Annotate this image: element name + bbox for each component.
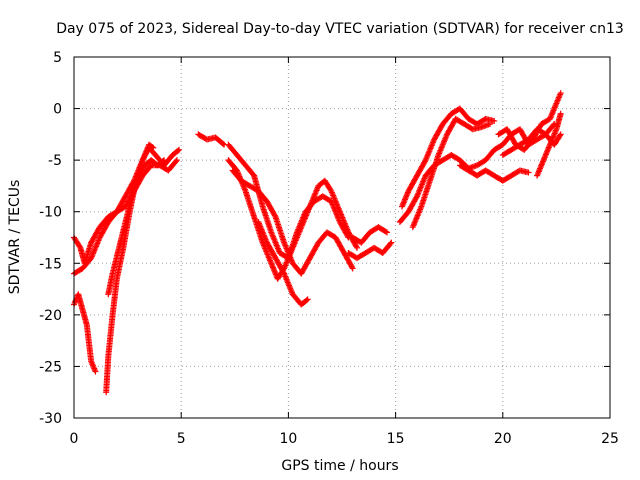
data-point — [220, 140, 227, 147]
y-tick-labels: -30 -25 -20 -15 -10 -5 0 5 — [39, 50, 62, 427]
data-point — [354, 244, 361, 251]
x-tick-label: 5 — [177, 431, 186, 447]
series-track-13 — [399, 105, 498, 210]
data-point — [349, 265, 356, 272]
data-points — [71, 90, 564, 396]
series-track-9 — [229, 167, 356, 277]
x-tick-label: 0 — [70, 431, 79, 447]
series-track-19 — [534, 110, 564, 179]
data-point — [387, 240, 394, 247]
y-tick-label: -10 — [39, 205, 62, 221]
data-point — [421, 158, 428, 165]
data-point — [280, 269, 287, 276]
data-point — [271, 212, 278, 219]
x-tick-label: 25 — [601, 431, 619, 447]
data-point — [303, 297, 310, 304]
series-track-11 — [349, 224, 391, 246]
data-point — [173, 157, 180, 164]
axis-ticks — [73, 56, 611, 419]
y-tick-label: 0 — [53, 102, 62, 118]
y-tick-label: -20 — [39, 308, 62, 324]
y-tick-label: -15 — [39, 256, 62, 272]
data-point — [304, 296, 311, 303]
data-point — [92, 368, 99, 375]
data-point — [149, 143, 156, 150]
data-point — [557, 131, 564, 138]
series-track-10 — [255, 219, 311, 308]
y-tick-label: -5 — [48, 153, 62, 169]
series-track-15 — [409, 115, 493, 231]
data-point — [76, 243, 83, 250]
data-point — [525, 169, 532, 176]
data-point — [159, 158, 166, 165]
series-track-6 — [195, 131, 228, 148]
data-point — [172, 158, 179, 165]
data-point — [150, 144, 157, 151]
x-tick-label: 15 — [387, 431, 405, 447]
data-point — [557, 110, 564, 117]
plot-frame — [73, 56, 611, 419]
y-axis-label: SDTVAR / TECUs — [7, 180, 23, 295]
data-point — [557, 90, 564, 97]
data-point — [174, 147, 181, 154]
data-point — [161, 157, 168, 164]
x-tick-labels: 0 5 10 15 20 25 — [70, 431, 619, 447]
data-point — [353, 243, 360, 250]
data-point — [413, 194, 420, 201]
data-point — [388, 239, 395, 246]
data-point — [491, 117, 498, 124]
series-track-16 — [456, 162, 532, 184]
data-point — [384, 229, 391, 236]
x-tick-label: 20 — [494, 431, 512, 447]
data-point — [556, 132, 563, 139]
y-tick-label: -30 — [39, 411, 62, 427]
series-track-5 — [105, 157, 168, 298]
data-point — [486, 121, 493, 128]
series-track-12 — [345, 239, 395, 262]
data-point — [349, 264, 356, 271]
data-point — [176, 146, 183, 153]
data-point — [250, 171, 257, 178]
x-axis-label: GPS time / hours — [281, 458, 398, 474]
y-tick-label: 5 — [53, 50, 62, 66]
y-tick-label: -25 — [39, 359, 62, 375]
x-tick-label: 10 — [279, 431, 297, 447]
chart-title: Day 075 of 2023, Sidereal Day-to-day VTE… — [56, 21, 624, 37]
data-point — [382, 228, 389, 235]
series-track-3 — [71, 291, 99, 375]
